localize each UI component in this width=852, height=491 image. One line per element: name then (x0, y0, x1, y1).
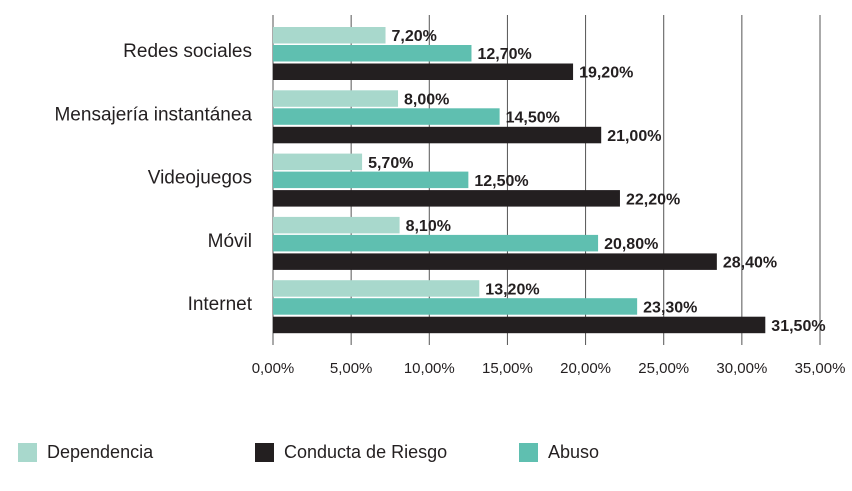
legend-label: Conducta de Riesgo (284, 442, 447, 462)
legend-label: Abuso (548, 442, 599, 462)
bar (273, 63, 574, 80)
value-label: 12,50% (474, 173, 528, 190)
bar (273, 90, 399, 107)
bar (273, 126, 602, 144)
value-label: 19,20% (579, 65, 633, 82)
bar (273, 27, 386, 44)
x-tick-label: 20,00% (560, 360, 611, 377)
value-label: 31,50% (771, 318, 825, 335)
bar (273, 316, 766, 334)
x-tick-label: 25,00% (638, 360, 689, 377)
bar (273, 45, 472, 62)
legend-swatch (255, 443, 274, 462)
legend-swatch (519, 443, 538, 462)
value-label: 8,00% (404, 92, 449, 109)
value-label: 22,20% (626, 191, 680, 208)
bar (273, 280, 480, 297)
x-tick-label: 10,00% (404, 360, 455, 377)
value-label: 7,20% (392, 28, 437, 45)
value-label: 13,20% (485, 281, 539, 298)
bar (273, 216, 400, 234)
legend-label: Dependencia (47, 442, 154, 462)
bar (273, 234, 599, 252)
value-label: 5,70% (368, 155, 413, 172)
x-tick-label: 35,00% (795, 360, 846, 377)
x-tick-label: 15,00% (482, 360, 533, 377)
bar (273, 108, 500, 125)
x-tick-label: 5,00% (330, 360, 373, 377)
category-label: Videojuegos (148, 168, 252, 189)
value-label: 8,10% (406, 218, 451, 235)
bar (273, 153, 363, 171)
value-label: 20,80% (604, 236, 658, 253)
value-label: 14,50% (506, 110, 560, 127)
category-label: Mensajería instantánea (54, 104, 252, 125)
bar (273, 190, 620, 207)
value-label: 21,00% (607, 128, 661, 145)
bar (273, 253, 717, 270)
x-tick-label: 0,00% (252, 360, 295, 377)
bar (273, 298, 638, 315)
bar (273, 171, 469, 189)
legend-swatch (18, 443, 37, 462)
category-label: Internet (188, 294, 253, 315)
category-label: Móvil (208, 231, 252, 252)
value-label: 23,30% (643, 299, 697, 316)
category-label: Redes sociales (123, 41, 252, 62)
value-label: 12,70% (477, 46, 531, 63)
x-tick-label: 30,00% (716, 360, 767, 377)
value-label: 28,40% (723, 255, 777, 272)
